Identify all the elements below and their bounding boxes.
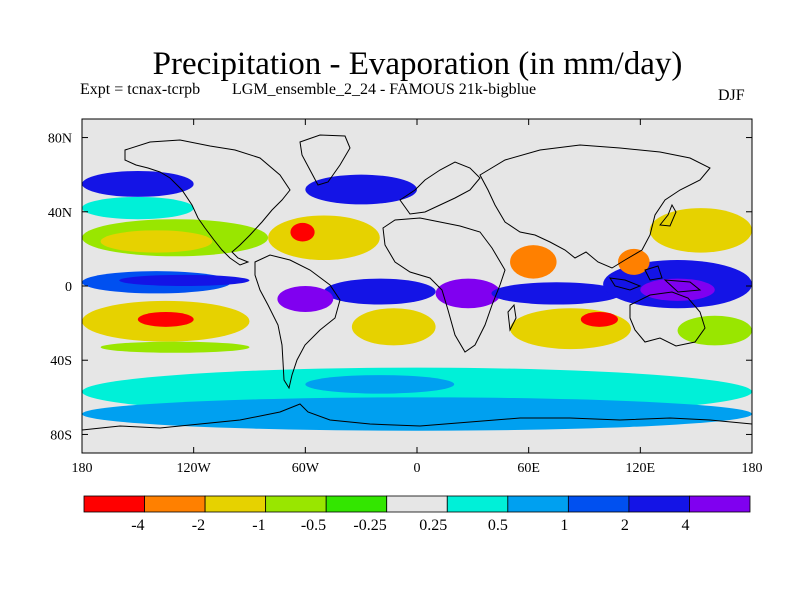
colorbar-box-3 bbox=[265, 495, 327, 513]
colorbar-label-5: 0.25 bbox=[419, 517, 447, 534]
colorbar-box-6 bbox=[446, 495, 509, 513]
field-region-6 bbox=[82, 196, 194, 220]
x-tick-label-2: 60W bbox=[292, 461, 320, 476]
colorbar-box-9 bbox=[628, 495, 690, 513]
experiment-label: Expt = tcnax-tcrpb bbox=[80, 81, 201, 98]
coastline-south-america bbox=[254, 254, 341, 390]
coastline-japan bbox=[659, 203, 677, 227]
coastline-layer bbox=[82, 134, 752, 431]
colorbar-box-0 bbox=[83, 495, 145, 513]
colorbar-box-8 bbox=[567, 495, 630, 513]
field-region-24 bbox=[640, 278, 715, 301]
y-tick-label-3: 40S bbox=[50, 354, 72, 369]
colorbar-box-4 bbox=[325, 495, 388, 513]
field-region-25 bbox=[649, 208, 752, 253]
chart-title: Precipitation - Evaporation (in mm/day) bbox=[152, 46, 683, 82]
season-label: DJF bbox=[718, 87, 745, 104]
colorbar-box-5 bbox=[386, 495, 448, 513]
field-region-5 bbox=[82, 170, 194, 197]
field-region-1 bbox=[82, 397, 752, 431]
coastline-greenland bbox=[299, 134, 351, 186]
field-region-26 bbox=[618, 248, 650, 275]
coastline-australia bbox=[629, 291, 706, 347]
map-field-layer bbox=[82, 119, 752, 453]
coastline-madagascar bbox=[507, 303, 517, 332]
y-tick-label-0: 80N bbox=[48, 132, 72, 147]
x-tick-label-0: 180 bbox=[72, 461, 93, 476]
field-region-12 bbox=[268, 215, 380, 261]
coastline-north-america bbox=[124, 139, 291, 266]
field-region-22 bbox=[580, 311, 619, 327]
colorbar-label-1: -2 bbox=[192, 517, 205, 534]
colorbar-label-0: -4 bbox=[131, 517, 144, 534]
ensemble-label: LGM_ensemble_2_24 - FAMOUS 21k-bigblue bbox=[232, 81, 537, 98]
field-region-20 bbox=[491, 282, 622, 305]
colorbar: -4 -2 -1 -0.5 -0.25 0.25 0.5 1 2 4 bbox=[83, 495, 751, 534]
colorbar-label-4: -0.25 bbox=[353, 517, 386, 534]
field-region-11 bbox=[100, 341, 250, 353]
x-tick-label-5: 120E bbox=[626, 461, 656, 476]
colorbar-box-2 bbox=[204, 495, 267, 513]
coastline-africa bbox=[382, 217, 506, 353]
field-region-2 bbox=[305, 375, 455, 394]
y-tick-label-1: 40N bbox=[48, 206, 72, 221]
field-region-15 bbox=[277, 286, 334, 312]
field-region-18 bbox=[435, 278, 501, 309]
field-region-16 bbox=[351, 308, 436, 346]
axes-layer: 180 120W 60W 0 60E 120E 180 80N 40N 0 40S 80S bbox=[48, 119, 763, 476]
colorbar-box-1 bbox=[144, 495, 206, 513]
y-tick-label-4: 80S bbox=[50, 428, 72, 443]
coastline-europe bbox=[399, 161, 481, 215]
field-region-19 bbox=[510, 245, 557, 279]
coastline-antarctica bbox=[82, 403, 752, 431]
x-tick-label-3: 0 bbox=[414, 461, 421, 476]
field-region-14 bbox=[323, 278, 436, 305]
field-region-27 bbox=[677, 315, 752, 346]
field-region-4 bbox=[100, 230, 213, 253]
coastline-asia bbox=[479, 144, 711, 269]
field-region-13 bbox=[290, 222, 315, 242]
field-region-8 bbox=[119, 274, 250, 286]
x-tick-label-1: 120W bbox=[177, 461, 212, 476]
field-region-17 bbox=[305, 174, 417, 205]
colorbar-label-6: 0.5 bbox=[488, 517, 508, 534]
colorbar-label-8: 2 bbox=[621, 517, 629, 534]
colorbar-label-7: 1 bbox=[560, 517, 568, 534]
field-region-10 bbox=[137, 311, 194, 327]
y-tick-label-2: 0 bbox=[65, 280, 72, 295]
x-tick-label-6: 180 bbox=[742, 461, 763, 476]
x-tick-label-4: 60E bbox=[517, 461, 540, 476]
colorbar-label-9: 4 bbox=[681, 517, 689, 534]
colorbar-box-7 bbox=[507, 495, 569, 513]
colorbar-label-3: -0.5 bbox=[301, 517, 326, 534]
colorbar-box-10 bbox=[689, 495, 751, 513]
colorbar-label-2: -1 bbox=[252, 517, 265, 534]
coastline-indonesia bbox=[609, 265, 702, 293]
